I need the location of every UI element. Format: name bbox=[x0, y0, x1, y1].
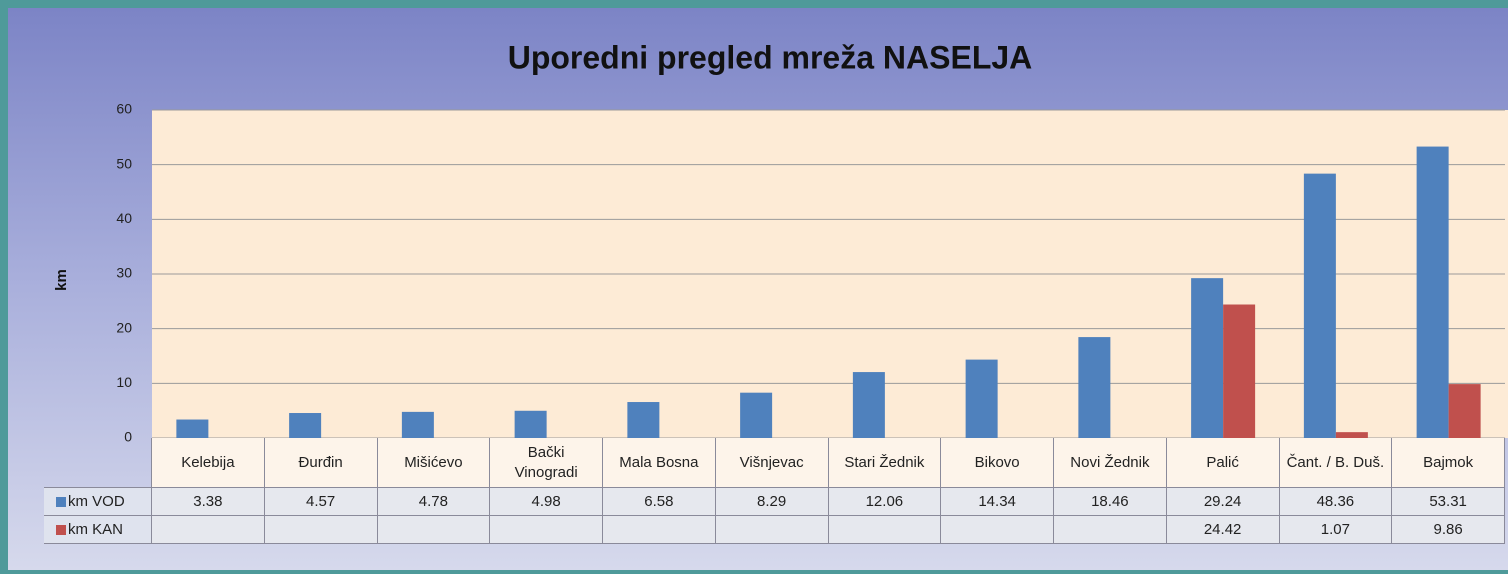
bar bbox=[740, 392, 773, 438]
table-cell bbox=[1054, 516, 1167, 544]
y-tick-label: 0 bbox=[124, 429, 132, 445]
y-tick-label: 40 bbox=[116, 210, 132, 226]
x-tick-label: Stari Žednik bbox=[828, 438, 942, 488]
x-tick-label: Kelebija bbox=[152, 438, 265, 488]
y-tick-label: 10 bbox=[116, 374, 132, 390]
table-cell bbox=[377, 516, 491, 544]
table-cell: 29.24 bbox=[1166, 488, 1280, 516]
bar bbox=[627, 402, 660, 438]
bar bbox=[852, 372, 885, 438]
table-cell bbox=[941, 516, 1054, 544]
bar bbox=[514, 410, 547, 438]
table-cell: 4.57 bbox=[264, 488, 378, 516]
x-tick-label: Đurđin bbox=[264, 438, 378, 488]
y-tick-label: 60 bbox=[116, 101, 132, 117]
table-cell: 24.42 bbox=[1166, 516, 1280, 544]
bar bbox=[1223, 304, 1256, 438]
table-cell bbox=[603, 516, 716, 544]
bar bbox=[176, 419, 209, 438]
legend-swatch bbox=[56, 496, 66, 507]
table-cell: 18.46 bbox=[1054, 488, 1167, 516]
legend-label: km VOD bbox=[68, 492, 125, 510]
x-tick-label: Bikovo bbox=[941, 438, 1054, 488]
x-tick-label: Višnjevac bbox=[715, 438, 829, 488]
table-cell: 14.34 bbox=[941, 488, 1054, 516]
table-cell: 48.36 bbox=[1279, 488, 1393, 516]
legend-swatch bbox=[56, 524, 66, 535]
bar bbox=[1303, 173, 1336, 438]
x-tick-label: Čant. / B. Duš. bbox=[1279, 438, 1393, 488]
table-cell: 4.78 bbox=[377, 488, 491, 516]
bar bbox=[1416, 146, 1449, 438]
x-tick-label: Palić bbox=[1166, 438, 1280, 488]
x-tick-label: Bački Vinogradi bbox=[490, 438, 603, 488]
table-cell: 3.38 bbox=[152, 488, 265, 516]
bar bbox=[1078, 337, 1111, 438]
legend-label: km KAN bbox=[68, 520, 124, 538]
table-cell: 1.07 bbox=[1279, 516, 1393, 544]
x-tick-label: Mišićevo bbox=[377, 438, 491, 488]
table-cell: 8.29 bbox=[715, 488, 829, 516]
table-cell: 12.06 bbox=[828, 488, 942, 516]
table-cell bbox=[490, 516, 603, 544]
table-corner bbox=[44, 438, 152, 488]
bar bbox=[1191, 278, 1224, 438]
x-tick-label: Mala Bosna bbox=[603, 438, 716, 488]
y-tick-label: 30 bbox=[116, 265, 132, 281]
chart-title: Uporedni pregled mreža NASELJA bbox=[508, 39, 1033, 75]
table-cell: 4.98 bbox=[490, 488, 603, 516]
legend-entry: km VOD bbox=[44, 488, 152, 516]
table-cell bbox=[152, 516, 265, 544]
table-cell: 6.58 bbox=[603, 488, 716, 516]
table-cell: 9.86 bbox=[1392, 516, 1505, 544]
bar bbox=[1448, 384, 1481, 438]
table-cell bbox=[828, 516, 942, 544]
x-tick-label: Bajmok bbox=[1392, 438, 1505, 488]
table-cell bbox=[715, 516, 829, 544]
bar bbox=[401, 411, 434, 438]
legend-entry: km KAN bbox=[44, 516, 152, 544]
bar bbox=[289, 413, 322, 438]
table-cell bbox=[264, 516, 378, 544]
bar bbox=[965, 359, 998, 438]
x-tick-label: Novi Žednik bbox=[1054, 438, 1167, 488]
y-tick-label: 20 bbox=[116, 319, 132, 335]
y-tick-label: 50 bbox=[116, 155, 132, 171]
bar bbox=[1335, 432, 1368, 438]
table-cell: 53.31 bbox=[1392, 488, 1505, 516]
y-axis-label: km bbox=[53, 269, 70, 291]
